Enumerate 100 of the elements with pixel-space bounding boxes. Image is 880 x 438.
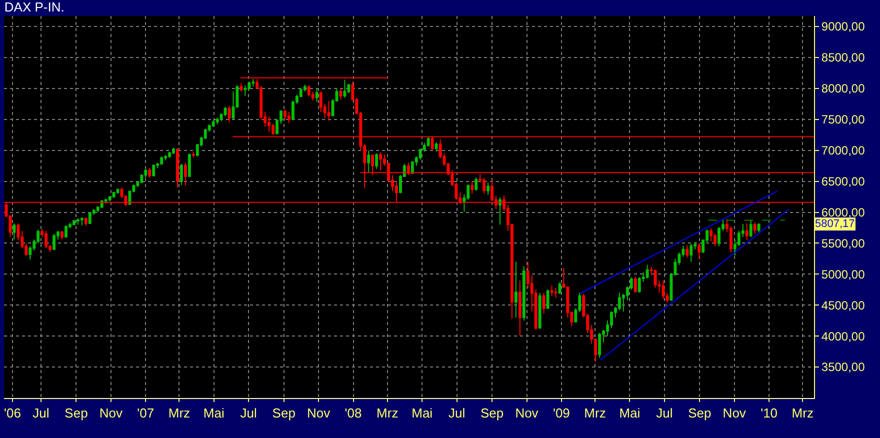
x-tick-label: Sep bbox=[480, 406, 504, 421]
x-tick-label: Sep bbox=[272, 406, 296, 421]
candlestick bbox=[307, 84, 310, 97]
candlestick bbox=[88, 212, 92, 225]
candlestick bbox=[288, 111, 290, 124]
candlestick bbox=[164, 154, 168, 161]
candlestick bbox=[244, 84, 247, 96]
candlestick bbox=[498, 196, 502, 226]
candlestick bbox=[749, 219, 752, 238]
text: 5807,17 bbox=[815, 218, 855, 230]
candlestick bbox=[470, 180, 474, 194]
x-tick-label: Sep bbox=[688, 406, 712, 421]
candlestick bbox=[284, 108, 286, 120]
candlestick bbox=[347, 84, 350, 94]
y-tick-label: 8500,00 bbox=[821, 50, 866, 65]
candlestick bbox=[52, 233, 56, 251]
candlestick bbox=[662, 280, 665, 300]
x-tick-label: Mrz bbox=[376, 406, 398, 421]
candlestick bbox=[168, 151, 171, 158]
y-tick-label: 3500,00 bbox=[821, 360, 866, 374]
x-tick-label: Mai bbox=[619, 406, 640, 421]
candlestick bbox=[538, 292, 542, 330]
x-tick-label: Nov bbox=[306, 406, 331, 421]
candlestick bbox=[64, 224, 68, 238]
candlestick bbox=[339, 88, 342, 100]
y-tick-label: 5000,00 bbox=[821, 267, 866, 282]
y-tick-label: 4500,00 bbox=[821, 298, 866, 312]
x-tick-label: Nov bbox=[515, 406, 539, 421]
candlestick bbox=[108, 196, 112, 202]
x-tick-label: '10 bbox=[760, 406, 778, 421]
y-tick-label: 9000,00 bbox=[821, 20, 866, 34]
candlestick bbox=[80, 216, 84, 226]
candlestick bbox=[252, 78, 255, 88]
y-tick-label: 6500,00 bbox=[821, 174, 866, 189]
x-tick-label: Mai bbox=[412, 406, 433, 421]
candlestick bbox=[757, 222, 760, 233]
candlestick bbox=[522, 266, 526, 322]
candlestick bbox=[745, 222, 748, 241]
x-tick-label: Mrz bbox=[792, 406, 814, 421]
x-tick-label: '09 bbox=[552, 406, 570, 421]
x-tick-label: Mrz bbox=[584, 406, 606, 421]
candlestick bbox=[367, 150, 370, 173]
candlestick bbox=[482, 178, 486, 194]
candlestick bbox=[84, 216, 88, 226]
candlestick bbox=[558, 282, 562, 294]
y-tick-label: 4000,00 bbox=[821, 329, 866, 344]
candlestick bbox=[698, 242, 701, 260]
candlestick bbox=[152, 164, 156, 177]
x-tick-label: '06 bbox=[4, 406, 22, 421]
y-tick-label: 5500,00 bbox=[821, 236, 866, 250]
x-tick-label: '08 bbox=[344, 406, 362, 421]
x-tick-label: Sep bbox=[64, 406, 88, 421]
candlestick bbox=[474, 177, 478, 192]
candlestick bbox=[646, 264, 649, 280]
candlestick bbox=[327, 100, 330, 122]
candlestick bbox=[12, 222, 16, 240]
candlestick bbox=[410, 160, 414, 174]
candlestick bbox=[60, 230, 64, 240]
candlestick bbox=[518, 280, 522, 336]
candlestick bbox=[176, 148, 179, 188]
x-tick-label: Jul bbox=[32, 406, 50, 421]
y-tick-label: 7000,00 bbox=[821, 144, 866, 158]
candlestick bbox=[598, 332, 602, 358]
x-tick-label: Mrz bbox=[168, 406, 190, 421]
x-tick-label: Mai bbox=[203, 406, 224, 421]
x-tick-label: Jul bbox=[240, 406, 258, 421]
candlestick bbox=[426, 136, 430, 148]
x-tick-label: Jul bbox=[448, 406, 466, 421]
candlestick bbox=[184, 162, 187, 186]
x-tick-label: Jul bbox=[656, 406, 673, 421]
candlestick bbox=[216, 117, 219, 125]
chart-title: DAX P-IN. bbox=[4, 0, 64, 14]
x-tick-label: '07 bbox=[137, 406, 154, 421]
x-tick-label: Nov bbox=[722, 406, 746, 421]
candlestick bbox=[268, 116, 271, 132]
candlestick bbox=[172, 147, 175, 155]
candlestick bbox=[554, 287, 558, 298]
candlestick bbox=[514, 261, 518, 318]
candlestick bbox=[434, 142, 438, 152]
candlestick bbox=[188, 152, 191, 178]
candlestick bbox=[228, 105, 231, 123]
y-tick-label: 8000,00 bbox=[821, 82, 866, 96]
candlestick bbox=[148, 167, 152, 178]
candlestick bbox=[379, 152, 382, 171]
candlestick bbox=[180, 163, 183, 186]
candlestick bbox=[546, 289, 550, 310]
candlestick bbox=[160, 156, 164, 166]
x-tick-label: Nov bbox=[99, 406, 123, 421]
y-tick-label: 6000,00 bbox=[821, 205, 866, 220]
candlestick bbox=[76, 218, 80, 226]
candlestick bbox=[343, 79, 346, 98]
candlestick bbox=[44, 230, 48, 249]
candlestick bbox=[112, 191, 116, 199]
candlestick bbox=[72, 219, 76, 226]
candlestick bbox=[753, 222, 756, 234]
candlestick bbox=[638, 276, 641, 294]
candlestick bbox=[375, 152, 378, 170]
candlestick bbox=[686, 244, 689, 258]
candlestick bbox=[550, 284, 554, 296]
candlestick bbox=[315, 88, 318, 103]
